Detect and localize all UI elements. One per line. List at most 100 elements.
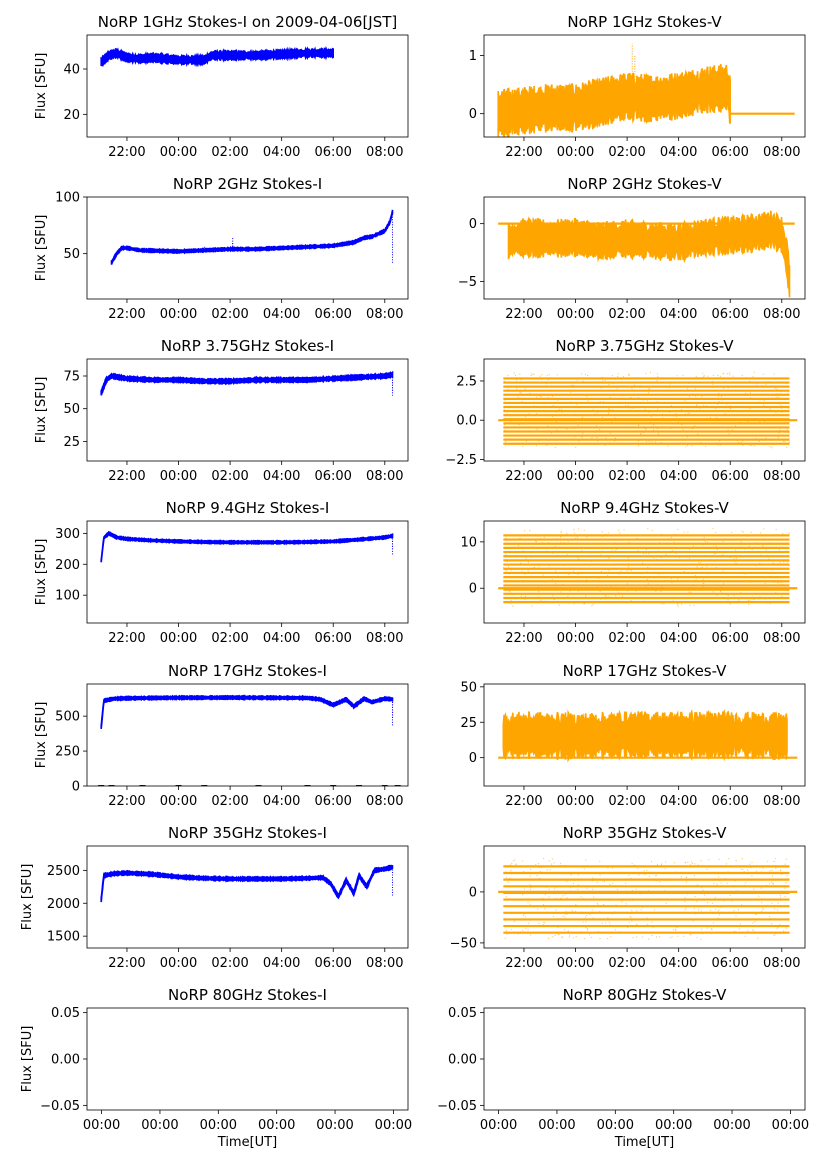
data-point bbox=[782, 381, 784, 383]
data-point bbox=[767, 860, 769, 862]
data-point bbox=[610, 919, 612, 921]
data-point bbox=[527, 561, 530, 563]
data-point bbox=[542, 904, 545, 906]
data-point bbox=[592, 912, 594, 915]
data-point bbox=[630, 877, 632, 880]
data-point bbox=[703, 404, 705, 406]
data-point bbox=[648, 875, 650, 878]
data-point bbox=[679, 418, 681, 420]
data-point bbox=[685, 434, 687, 436]
data-point bbox=[515, 863, 517, 865]
data-point bbox=[751, 397, 753, 400]
data-point bbox=[701, 395, 703, 398]
data-point bbox=[718, 914, 721, 916]
x-tick-label: 06:00 bbox=[711, 956, 748, 971]
data-point bbox=[583, 897, 585, 900]
data-point bbox=[738, 599, 740, 601]
data-point bbox=[612, 867, 614, 869]
data-point bbox=[739, 421, 741, 424]
data-point bbox=[780, 391, 782, 393]
data-point bbox=[629, 886, 631, 888]
data-point bbox=[656, 936, 658, 938]
x-tick-label: 02:00 bbox=[608, 956, 645, 971]
x-tick-label: 08:00 bbox=[763, 145, 800, 160]
data-point bbox=[540, 414, 542, 416]
data-point bbox=[538, 415, 540, 417]
data-point bbox=[700, 860, 702, 862]
data-point bbox=[547, 396, 549, 398]
data-point bbox=[627, 926, 629, 929]
data-point bbox=[690, 864, 692, 866]
data-point bbox=[646, 917, 648, 919]
data-point bbox=[576, 379, 578, 381]
data-point bbox=[771, 569, 773, 571]
x-tick-label: 00:00 bbox=[557, 631, 594, 646]
data-point bbox=[564, 914, 566, 916]
data-point bbox=[574, 419, 576, 421]
data-point bbox=[586, 914, 588, 917]
data-point bbox=[751, 875, 753, 877]
data-point bbox=[618, 529, 620, 531]
data-point bbox=[702, 372, 704, 374]
data-point bbox=[681, 424, 683, 426]
data-series bbox=[498, 857, 798, 940]
y-axis-label: Flux [SFU] bbox=[34, 215, 49, 282]
data-point bbox=[595, 580, 597, 582]
data-point bbox=[719, 444, 722, 446]
data-point bbox=[601, 550, 603, 552]
data-point bbox=[769, 870, 771, 872]
data-point bbox=[661, 602, 663, 605]
data-point bbox=[707, 573, 709, 575]
data-point bbox=[543, 581, 546, 583]
data-point bbox=[763, 400, 765, 402]
data-point bbox=[747, 918, 749, 920]
data-point bbox=[701, 589, 703, 591]
data-point bbox=[634, 893, 637, 895]
data-point bbox=[571, 381, 573, 384]
data-point bbox=[667, 563, 669, 565]
data-point bbox=[748, 418, 750, 420]
data-point bbox=[601, 386, 603, 388]
data-point bbox=[524, 598, 526, 600]
data-point bbox=[621, 395, 624, 397]
data-point bbox=[584, 373, 587, 375]
x-tick-label: 02:00 bbox=[608, 631, 645, 646]
data-point bbox=[534, 414, 536, 416]
data-point bbox=[575, 904, 577, 906]
x-tick-label: 00:00 bbox=[772, 1118, 809, 1133]
data-point bbox=[693, 545, 695, 547]
y-tick-label: −50 bbox=[450, 936, 477, 951]
data-point bbox=[753, 888, 755, 890]
data-point bbox=[710, 924, 712, 926]
data-point bbox=[662, 912, 664, 914]
data-point bbox=[692, 920, 694, 922]
data-point bbox=[731, 414, 733, 416]
data-point bbox=[507, 388, 509, 390]
data-point bbox=[524, 435, 526, 437]
data-point bbox=[659, 881, 661, 883]
data-point bbox=[676, 375, 678, 377]
y-tick-label: 1500 bbox=[47, 930, 80, 945]
data-point bbox=[637, 397, 640, 399]
data-point bbox=[727, 871, 729, 873]
data-point bbox=[661, 925, 664, 927]
data-point bbox=[575, 537, 577, 539]
data-point bbox=[683, 589, 685, 591]
data-point bbox=[760, 554, 762, 556]
data-point bbox=[700, 442, 702, 445]
data-point bbox=[518, 389, 520, 391]
data-point bbox=[717, 403, 719, 405]
data-point bbox=[737, 909, 740, 911]
data-point bbox=[696, 555, 698, 557]
data-point bbox=[787, 391, 789, 393]
data-point bbox=[694, 575, 697, 577]
data-point bbox=[503, 399, 505, 401]
data-point bbox=[570, 873, 572, 875]
data-point bbox=[702, 376, 704, 378]
data-point bbox=[631, 909, 633, 911]
data-point bbox=[677, 602, 679, 605]
data-point bbox=[540, 599, 542, 602]
data-point bbox=[647, 583, 649, 585]
